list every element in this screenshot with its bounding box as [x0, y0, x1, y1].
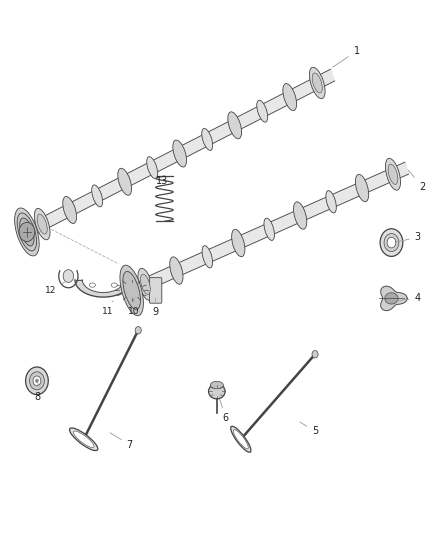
Ellipse shape — [293, 202, 307, 229]
Text: 7: 7 — [110, 433, 133, 450]
Ellipse shape — [228, 112, 242, 139]
Ellipse shape — [37, 214, 47, 234]
Polygon shape — [75, 280, 132, 297]
Ellipse shape — [92, 185, 102, 207]
Circle shape — [59, 264, 78, 288]
Ellipse shape — [233, 430, 248, 449]
Text: 10: 10 — [128, 298, 140, 316]
Text: 3: 3 — [396, 232, 421, 243]
Polygon shape — [381, 286, 407, 311]
Ellipse shape — [34, 208, 50, 240]
Ellipse shape — [17, 213, 37, 251]
Ellipse shape — [312, 73, 322, 93]
Text: 13: 13 — [156, 176, 168, 189]
Circle shape — [33, 376, 41, 385]
Text: 4: 4 — [396, 293, 421, 303]
Ellipse shape — [202, 128, 213, 150]
Text: 5: 5 — [300, 422, 318, 437]
Ellipse shape — [208, 384, 225, 399]
FancyBboxPatch shape — [150, 278, 162, 303]
Circle shape — [387, 237, 396, 248]
Text: 9: 9 — [152, 298, 159, 317]
Ellipse shape — [388, 164, 398, 184]
Circle shape — [63, 270, 74, 282]
Circle shape — [35, 378, 39, 383]
Ellipse shape — [70, 428, 98, 450]
Circle shape — [380, 229, 403, 256]
Text: 8: 8 — [35, 384, 41, 402]
Text: 12: 12 — [45, 281, 66, 295]
Ellipse shape — [120, 265, 143, 316]
FancyBboxPatch shape — [129, 280, 139, 301]
Ellipse shape — [283, 84, 297, 110]
Ellipse shape — [232, 229, 245, 257]
Ellipse shape — [385, 158, 400, 190]
Text: 11: 11 — [102, 301, 113, 316]
Circle shape — [25, 367, 48, 394]
Ellipse shape — [173, 140, 187, 167]
Text: 1: 1 — [332, 46, 360, 67]
Circle shape — [19, 222, 35, 241]
Ellipse shape — [355, 174, 369, 201]
Ellipse shape — [210, 381, 223, 389]
Polygon shape — [130, 162, 409, 296]
Ellipse shape — [141, 274, 150, 294]
Ellipse shape — [147, 157, 158, 179]
Ellipse shape — [231, 426, 251, 453]
Ellipse shape — [73, 431, 94, 448]
Ellipse shape — [264, 218, 275, 240]
Ellipse shape — [257, 100, 268, 122]
Ellipse shape — [89, 283, 95, 287]
Circle shape — [312, 351, 318, 358]
Ellipse shape — [14, 208, 39, 256]
Ellipse shape — [309, 67, 325, 99]
Circle shape — [29, 372, 44, 390]
Polygon shape — [385, 293, 398, 304]
Text: 6: 6 — [220, 399, 229, 423]
Circle shape — [384, 233, 399, 252]
Ellipse shape — [111, 283, 117, 287]
Ellipse shape — [20, 218, 34, 246]
Ellipse shape — [326, 191, 336, 213]
Ellipse shape — [202, 246, 212, 268]
Ellipse shape — [63, 197, 77, 223]
Ellipse shape — [170, 257, 183, 284]
Ellipse shape — [138, 269, 153, 300]
Ellipse shape — [118, 168, 131, 195]
Polygon shape — [25, 69, 335, 238]
Text: 2: 2 — [409, 171, 425, 192]
Ellipse shape — [123, 271, 141, 309]
Circle shape — [135, 327, 141, 334]
